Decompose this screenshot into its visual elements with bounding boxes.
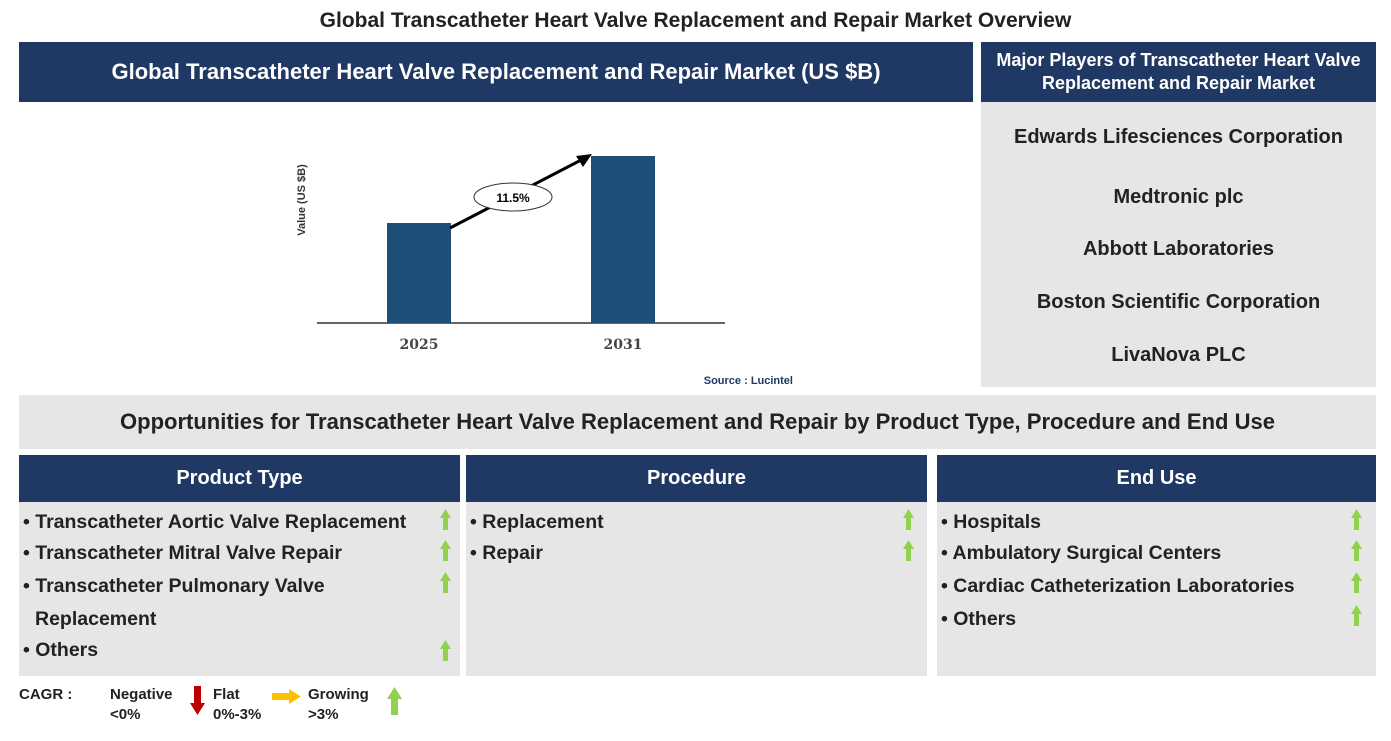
player-item: Edwards Lifesciences Corporation: [1014, 126, 1343, 148]
up-arrow-icon: [440, 509, 451, 530]
x-tick-label: 2031: [604, 337, 643, 353]
up-arrow-icon: [387, 687, 402, 715]
player-item: Medtronic plc: [1113, 186, 1244, 208]
x-tick-label: 2025: [400, 337, 439, 353]
legend-growing: Growing >3%: [308, 685, 369, 725]
legend-flat-label: Flat: [213, 686, 240, 703]
bar-2031: [591, 156, 655, 323]
players-header: Major Players of Transcatheter Heart Val…: [981, 42, 1376, 102]
up-arrow-icon: [1351, 572, 1362, 593]
up-arrow-icon: [440, 540, 451, 561]
up-arrow-icon: [440, 640, 451, 661]
player-item: LivaNova PLC: [1111, 344, 1246, 366]
right-arrow-icon: [272, 689, 301, 704]
list-item: • Transcatheter Mitral Valve Repair: [23, 542, 342, 564]
column-header-procedure: Procedure: [466, 455, 927, 502]
list-item: • Cardiac Catheterization Laboratories: [941, 575, 1295, 597]
list-item: • Ambulatory Surgical Centers: [941, 542, 1222, 564]
list-item: • Transcatheter Pulmonary Valve: [23, 575, 325, 597]
list-item: • Replacement: [470, 511, 604, 533]
legend-negative-range: <0%: [110, 706, 141, 723]
page-title: Global Transcatheter Heart Valve Replace…: [319, 9, 1072, 32]
legend-label: CAGR :: [19, 686, 73, 703]
list-item: • Others: [23, 639, 99, 661]
procedure-list: • Replacement • Repair: [466, 502, 927, 676]
players-panel: Edwards Lifesciences Corporation Medtron…: [981, 102, 1376, 387]
column-header-end-use: End Use: [937, 455, 1376, 502]
player-item: Abbott Laboratories: [1082, 238, 1275, 260]
list-item: • Repair: [470, 542, 543, 564]
bar-2025: [387, 223, 451, 323]
growth-arrowhead: [576, 154, 592, 167]
product-type-list: • Transcatheter Aortic Valve Replacement…: [19, 502, 460, 676]
down-arrow-icon: [190, 686, 205, 715]
source-label: Source : Lucintel: [704, 375, 793, 387]
legend-flat: Flat 0%-3%: [213, 685, 261, 725]
y-axis-label: Value (US $B): [296, 164, 308, 236]
column-header-product-type: Product Type: [19, 455, 460, 502]
legend-growing-label: Growing: [308, 686, 369, 703]
up-arrow-icon: [1351, 509, 1362, 530]
cagr-bubble: [473, 182, 553, 212]
legend-negative: Negative <0%: [110, 685, 173, 725]
up-arrow-icon: [1351, 540, 1362, 561]
bar-chart: Value (US $B) 2025 2031 11.5% Source : Lu…: [296, 154, 793, 387]
chart-header: Global Transcatheter Heart Valve Replace…: [19, 42, 973, 102]
list-item: • Hospitals: [941, 511, 1042, 533]
cagr-label: 11.5%: [496, 191, 530, 205]
end-use-list: • Hospitals • Ambulatory Surgical Center…: [937, 502, 1376, 676]
player-item: Boston Scientific Corporation: [1036, 291, 1321, 313]
up-arrow-icon: [440, 572, 451, 593]
opportunities-title: Opportunities for Transcatheter Heart Va…: [19, 395, 1376, 449]
legend-flat-range: 0%-3%: [213, 706, 262, 723]
up-arrow-icon: [903, 509, 914, 530]
up-arrow-icon: [1351, 605, 1362, 626]
list-item: Replacement: [35, 608, 157, 630]
up-arrow-icon: [903, 540, 914, 561]
list-item: • Others: [941, 608, 1017, 630]
legend-growing-range: >3%: [308, 706, 339, 723]
list-item: • Transcatheter Aortic Valve Replacement: [23, 511, 407, 533]
legend-negative-label: Negative: [110, 686, 173, 703]
